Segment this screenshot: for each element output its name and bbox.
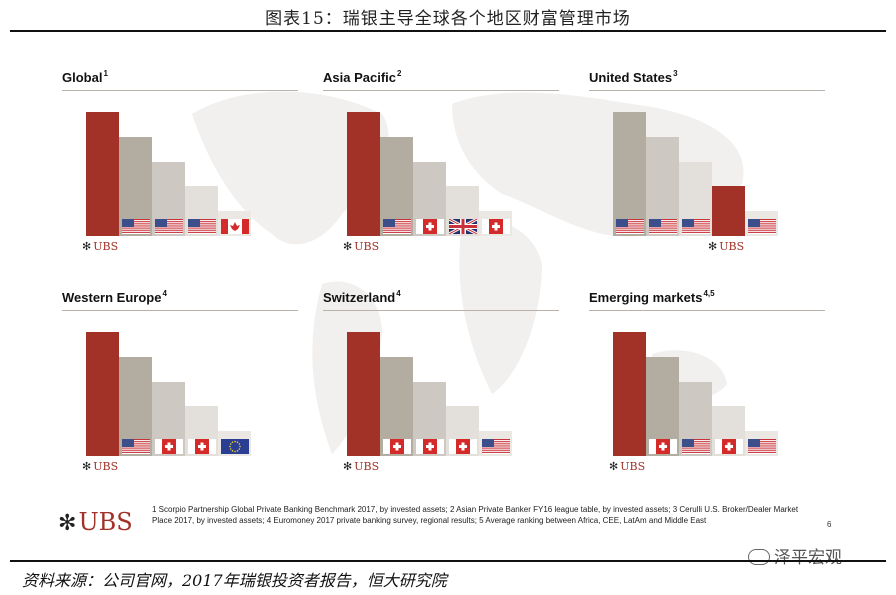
ubs-label: ✻ UBS bbox=[343, 460, 379, 473]
ch-flag-icon bbox=[154, 439, 183, 459]
page-title: 图表15：瑞银主导全球各个地区财富管理市场 bbox=[265, 9, 631, 29]
us-flag-icon bbox=[615, 219, 644, 239]
panel-title: United States3 bbox=[589, 69, 678, 85]
panel-rule bbox=[589, 90, 825, 91]
bar-ubs bbox=[347, 112, 380, 236]
footnote-ref: 4 bbox=[162, 289, 167, 298]
panel-title-text: United States bbox=[589, 70, 673, 85]
ch-flag-icon bbox=[415, 439, 444, 459]
ch-flag-icon bbox=[382, 439, 411, 459]
footnote-ref: 1 bbox=[103, 69, 108, 78]
ubs-label: ✻ UBS bbox=[82, 240, 118, 253]
panel-title-text: Asia Pacific bbox=[323, 70, 396, 85]
ch-flag-icon bbox=[714, 439, 743, 459]
bar-competitor bbox=[613, 112, 646, 236]
page-number: 6 bbox=[827, 520, 832, 529]
ubs-label-text: UBS bbox=[354, 240, 380, 253]
eu-flag-icon bbox=[220, 439, 249, 459]
ubs-keys-icon: ✻ bbox=[58, 511, 77, 536]
ubs-label-text: UBS bbox=[93, 460, 119, 473]
source-note: 资料来源：公司官网，2017年瑞银投资者报告，恒大研究院 bbox=[22, 571, 447, 590]
ubs-keys-icon: ✻ bbox=[343, 240, 353, 253]
market-panel: United States3 ✻ UBS bbox=[589, 69, 825, 270]
watermark-text: 泽平宏观 bbox=[774, 548, 842, 567]
ubs-keys-icon: ✻ bbox=[708, 240, 718, 253]
panel-rule bbox=[589, 310, 825, 311]
market-panel: Switzerland4 ✻ UBS bbox=[323, 289, 559, 490]
panel-title-text: Emerging markets bbox=[589, 290, 703, 305]
ubs-logo-text: UBS bbox=[78, 508, 133, 536]
footnote-ref: 2 bbox=[397, 69, 402, 78]
ubs-label: ✻ UBS bbox=[343, 240, 379, 253]
bar-ubs bbox=[86, 332, 119, 456]
market-panel: Emerging markets4,5 ✻ UBS bbox=[589, 289, 825, 490]
ubs-slide: Global1 ✻ UBS Asia Pacific2 ✻ UBS United State… bbox=[12, 34, 884, 556]
panel-title-text: Western Europe bbox=[62, 290, 162, 305]
ubs-label: ✻ UBS bbox=[708, 240, 744, 253]
ubs-label-text: UBS bbox=[620, 460, 646, 473]
footnote-ref: 4,5 bbox=[703, 289, 715, 298]
footnote-ref: 3 bbox=[673, 69, 678, 78]
panel-title: Western Europe4 bbox=[62, 289, 167, 305]
ubs-label-text: UBS bbox=[93, 240, 119, 253]
ch-flag-icon bbox=[648, 439, 677, 459]
us-flag-icon bbox=[481, 439, 510, 459]
bar-ubs bbox=[712, 186, 745, 236]
ch-flag-icon bbox=[187, 439, 216, 459]
us-flag-icon bbox=[121, 439, 150, 459]
panel-title: Emerging markets4,5 bbox=[589, 289, 715, 305]
us-flag-icon bbox=[747, 219, 776, 239]
panel-rule bbox=[323, 310, 559, 311]
ubs-keys-icon: ✻ bbox=[343, 460, 353, 473]
panel-title: Switzerland4 bbox=[323, 289, 401, 305]
ubs-footer-logo: ✻UBS bbox=[58, 508, 133, 536]
ubs-keys-icon: ✻ bbox=[609, 460, 619, 473]
us-flag-icon bbox=[648, 219, 677, 239]
panel-rule bbox=[62, 310, 298, 311]
us-flag-icon bbox=[382, 219, 411, 239]
panel-rule bbox=[62, 90, 298, 91]
bottom-rule bbox=[10, 560, 886, 562]
rank-bar-chart: ✻ UBS bbox=[82, 324, 256, 473]
panel-title-text: Switzerland bbox=[323, 290, 396, 305]
market-panel: Global1 ✻ UBS bbox=[62, 69, 298, 270]
us-flag-icon bbox=[154, 219, 183, 239]
top-rule bbox=[10, 30, 886, 32]
ubs-keys-icon: ✻ bbox=[82, 240, 92, 253]
us-flag-icon bbox=[187, 219, 216, 239]
us-flag-icon bbox=[681, 219, 710, 239]
rank-bar-chart: ✻ UBS bbox=[343, 324, 517, 473]
us-flag-icon bbox=[121, 219, 150, 239]
ubs-keys-icon: ✻ bbox=[82, 460, 92, 473]
ubs-label-text: UBS bbox=[354, 460, 380, 473]
rank-bar-chart: ✻ UBS bbox=[343, 104, 517, 253]
ubs-label: ✻ UBS bbox=[609, 460, 645, 473]
panel-title: Asia Pacific2 bbox=[323, 69, 402, 85]
wechat-icon bbox=[748, 548, 770, 565]
rank-bar-chart: ✻ UBS bbox=[82, 104, 256, 253]
footnote: 1 Scorpio Partnership Global Private Ban… bbox=[152, 505, 799, 525]
bar-ubs bbox=[347, 332, 380, 456]
rank-bar-chart: ✻ UBS bbox=[609, 324, 783, 473]
panel-title-text: Global bbox=[62, 70, 103, 85]
market-panel: Western Europe4 ✻ UBS bbox=[62, 289, 298, 490]
wechat-watermark: 泽平宏观 bbox=[748, 543, 842, 568]
bar-ubs bbox=[86, 112, 119, 236]
panel-title: Global1 bbox=[62, 69, 108, 85]
ubs-label-text: UBS bbox=[719, 240, 745, 253]
ca-flag-icon bbox=[220, 219, 249, 239]
ubs-label: ✻ UBS bbox=[82, 460, 118, 473]
panel-rule bbox=[323, 90, 559, 91]
us-flag-icon bbox=[747, 439, 776, 459]
rank-bar-chart: ✻ UBS bbox=[613, 104, 783, 253]
uk-flag-icon bbox=[447, 217, 478, 239]
ch-flag-icon bbox=[415, 219, 444, 239]
market-panel: Asia Pacific2 ✻ UBS bbox=[323, 69, 559, 270]
bar-ubs bbox=[613, 332, 646, 456]
ch-flag-icon bbox=[448, 439, 477, 459]
us-flag-icon bbox=[681, 439, 710, 459]
footnote-ref: 4 bbox=[396, 289, 401, 298]
ch-flag-icon bbox=[481, 219, 510, 239]
